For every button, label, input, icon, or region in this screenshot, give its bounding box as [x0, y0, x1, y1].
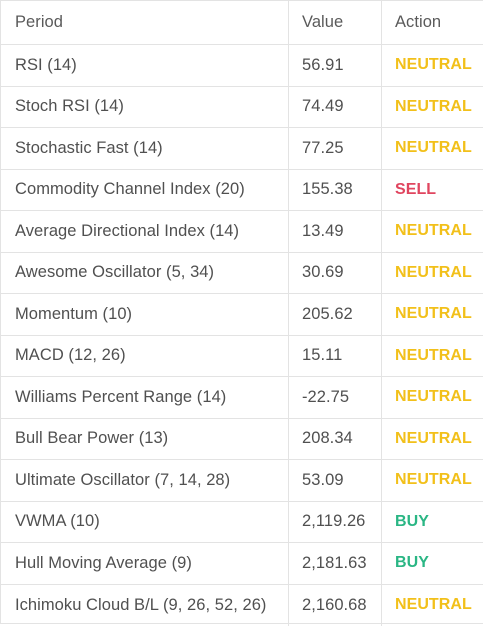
action-cell: NEUTRAL [382, 294, 483, 335]
action-cell: BUY [382, 543, 483, 584]
period-cell: Momentum (10) [1, 294, 289, 335]
action-cell: SELL [382, 170, 483, 211]
table-row: Commodity Channel Index (20) 155.38 SELL [1, 170, 483, 212]
value-cell: 155.38 [289, 170, 382, 211]
period-cell: Stoch RSI (14) [1, 87, 289, 128]
period-cell: Williams Percent Range (14) [1, 377, 289, 418]
value-cell: 30.69 [289, 253, 382, 294]
table-row: MACD (12, 26) 15.11 NEUTRAL [1, 336, 483, 378]
table-row: VWMA (10) 2,119.26 BUY [1, 502, 483, 544]
value-cell: 2,160.68 [289, 585, 382, 626]
value-cell: 77.25 [289, 128, 382, 169]
header-action: Action [382, 1, 483, 44]
period-cell: VWMA (10) [1, 502, 289, 543]
table-row: Williams Percent Range (14) -22.75 NEUTR… [1, 377, 483, 419]
action-cell: NEUTRAL [382, 253, 483, 294]
period-cell: Average Directional Index (14) [1, 211, 289, 252]
action-cell: NEUTRAL [382, 87, 483, 128]
action-cell: NEUTRAL [382, 585, 483, 626]
action-cell: NEUTRAL [382, 128, 483, 169]
table-row: Momentum (10) 205.62 NEUTRAL [1, 294, 483, 336]
table-row: Awesome Oscillator (5, 34) 30.69 NEUTRAL [1, 253, 483, 295]
value-cell: 2,181.63 [289, 543, 382, 584]
table-row: Stoch RSI (14) 74.49 NEUTRAL [1, 87, 483, 129]
table-header-row: Period Value Action [1, 1, 483, 45]
header-value: Value [289, 1, 382, 44]
value-cell: -22.75 [289, 377, 382, 418]
action-cell: BUY [382, 502, 483, 543]
action-cell: NEUTRAL [382, 460, 483, 501]
period-cell: RSI (14) [1, 45, 289, 86]
table-row: Average Directional Index (14) 13.49 NEU… [1, 211, 483, 253]
table-row: RSI (14) 56.91 NEUTRAL [1, 45, 483, 87]
value-cell: 74.49 [289, 87, 382, 128]
table-row: Hull Moving Average (9) 2,181.63 BUY [1, 543, 483, 585]
table-row: Bull Bear Power (13) 208.34 NEUTRAL [1, 419, 483, 461]
value-cell: 2,119.26 [289, 502, 382, 543]
period-cell: Awesome Oscillator (5, 34) [1, 253, 289, 294]
period-cell: Commodity Channel Index (20) [1, 170, 289, 211]
value-cell: 15.11 [289, 336, 382, 377]
header-period: Period [1, 1, 289, 44]
action-cell: NEUTRAL [382, 45, 483, 86]
period-cell: MACD (12, 26) [1, 336, 289, 377]
table-row: Ichimoku Cloud B/L (9, 26, 52, 26) 2,160… [1, 585, 483, 626]
action-cell: NEUTRAL [382, 336, 483, 377]
period-cell: Stochastic Fast (14) [1, 128, 289, 169]
value-cell: 205.62 [289, 294, 382, 335]
value-cell: 208.34 [289, 419, 382, 460]
table-row: Stochastic Fast (14) 77.25 NEUTRAL [1, 128, 483, 170]
period-cell: Bull Bear Power (13) [1, 419, 289, 460]
action-cell: NEUTRAL [382, 377, 483, 418]
value-cell: 53.09 [289, 460, 382, 501]
period-cell: Hull Moving Average (9) [1, 543, 289, 584]
value-cell: 13.49 [289, 211, 382, 252]
table-row: Ultimate Oscillator (7, 14, 28) 53.09 NE… [1, 460, 483, 502]
period-cell: Ichimoku Cloud B/L (9, 26, 52, 26) [1, 585, 289, 626]
period-cell: Ultimate Oscillator (7, 14, 28) [1, 460, 289, 501]
action-cell: NEUTRAL [382, 211, 483, 252]
action-cell: NEUTRAL [382, 419, 483, 460]
value-cell: 56.91 [289, 45, 382, 86]
